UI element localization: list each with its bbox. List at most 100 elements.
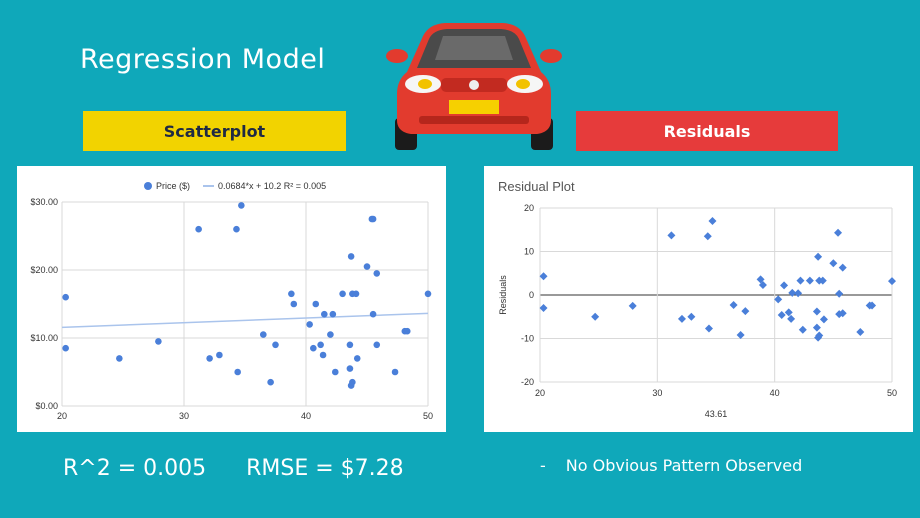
- y-tick-label: $10.00: [30, 333, 58, 343]
- y-tick-label: 0: [529, 290, 534, 300]
- data-point: [352, 290, 360, 298]
- data-point: [667, 231, 676, 240]
- data-point: [216, 351, 223, 359]
- data-point: [155, 338, 162, 345]
- y-tick-label: $20.00: [30, 265, 58, 275]
- data-point: [424, 290, 432, 298]
- data-point: [704, 324, 713, 333]
- data-point: [818, 276, 827, 285]
- data-point: [391, 368, 399, 376]
- data-point: [774, 295, 783, 304]
- data-point: [868, 301, 877, 310]
- data-point: [814, 252, 823, 261]
- data-point: [798, 325, 807, 334]
- data-point: [835, 289, 844, 298]
- data-point: [703, 232, 712, 241]
- data-point: [349, 378, 356, 386]
- data-point: [62, 344, 69, 352]
- data-point: [856, 327, 865, 336]
- y-tick-label: $0.00: [35, 401, 58, 411]
- data-point: [306, 321, 313, 328]
- slide-title: Regression Model: [80, 44, 326, 75]
- note-text: No Obvious Pattern Observed: [565, 456, 803, 475]
- data-point: [331, 368, 339, 376]
- legend-label-price: Price ($): [156, 181, 190, 191]
- data-point: [321, 310, 328, 318]
- data-point: [272, 341, 279, 349]
- r-squared-text: R^2 = 0.005: [63, 456, 207, 481]
- data-point: [741, 307, 750, 316]
- x-tick-label: 20: [57, 411, 67, 421]
- scatterplot-chart: $0.00 $10.00 $20.00 $30.00 20 30 40 50 Price ($)…: [30, 181, 433, 421]
- data-point: [708, 217, 717, 226]
- x-tick-label: 30: [652, 388, 662, 398]
- data-point: [758, 280, 767, 289]
- data-point: [815, 331, 824, 340]
- data-point: [347, 253, 355, 260]
- x-axis-label: 43.61: [705, 409, 728, 419]
- data-point: [373, 270, 381, 277]
- data-point: [539, 272, 548, 281]
- y-tick-label: $30.00: [30, 197, 58, 207]
- data-point: [206, 355, 213, 362]
- data-point: [369, 310, 377, 318]
- data-point: [805, 276, 814, 285]
- x-tick-label: 40: [301, 411, 311, 421]
- residual-panel: Residual Plot -20 -10 0 10 20 20 30 40 50 43.61 Res…: [484, 166, 913, 432]
- data-point: [812, 307, 821, 316]
- data-point: [780, 281, 789, 290]
- data-point: [788, 288, 797, 297]
- x-tick-label: 40: [770, 388, 780, 398]
- data-point: [819, 315, 828, 324]
- pattern-note: - No Obvious Pattern Observed: [540, 456, 802, 475]
- data-point: [290, 300, 298, 308]
- scatterplot-panel: $0.00 $10.00 $20.00 $30.00 20 30 40 50 Price ($)…: [17, 166, 446, 432]
- data-point: [329, 310, 337, 318]
- data-point: [794, 289, 803, 298]
- y-tick-label: -10: [521, 334, 534, 344]
- data-point: [288, 290, 295, 298]
- scatterplot-badge: Scatterplot: [83, 111, 346, 151]
- data-point: [312, 300, 320, 308]
- note-dash: -: [540, 456, 546, 475]
- legend-marker-price: [144, 182, 152, 190]
- data-point: [677, 314, 686, 323]
- stats-line: R^2 = 0.005 RMSE = $7.28: [63, 456, 444, 481]
- data-point: [539, 304, 548, 313]
- data-point: [812, 323, 821, 332]
- data-point: [327, 331, 334, 338]
- data-point: [829, 259, 838, 268]
- car-icon: [386, 23, 562, 150]
- data-point: [373, 341, 381, 349]
- y-axis-label: Residuals: [498, 275, 508, 315]
- data-point: [317, 341, 324, 349]
- data-point: [777, 311, 786, 320]
- chart-title: Residual Plot: [498, 179, 575, 194]
- y-tick-label: -20: [521, 377, 534, 387]
- data-point: [62, 293, 69, 301]
- data-point: [195, 225, 202, 233]
- data-point: [838, 263, 847, 272]
- data-point: [628, 301, 637, 310]
- data-point: [838, 309, 847, 318]
- data-point: [787, 314, 796, 323]
- data-point: [116, 355, 123, 362]
- data-point: [353, 355, 361, 362]
- residuals-badge: Residuals: [576, 111, 838, 151]
- data-point: [267, 378, 274, 386]
- data-point: [784, 308, 793, 317]
- data-point: [369, 215, 377, 223]
- data-point: [346, 365, 354, 372]
- data-point: [339, 290, 346, 298]
- data-point: [233, 225, 240, 233]
- data-point: [403, 327, 411, 335]
- data-point: [363, 263, 371, 270]
- x-tick-label: 20: [535, 388, 545, 398]
- y-tick-label: 20: [524, 203, 534, 213]
- legend-label-trend: 0.0684*x + 10.2 R² = 0.005: [218, 181, 326, 191]
- data-point: [834, 228, 843, 237]
- trend-line: [61, 312, 429, 329]
- x-tick-label: 50: [887, 388, 897, 398]
- data-point: [346, 341, 354, 349]
- data-point: [238, 202, 245, 209]
